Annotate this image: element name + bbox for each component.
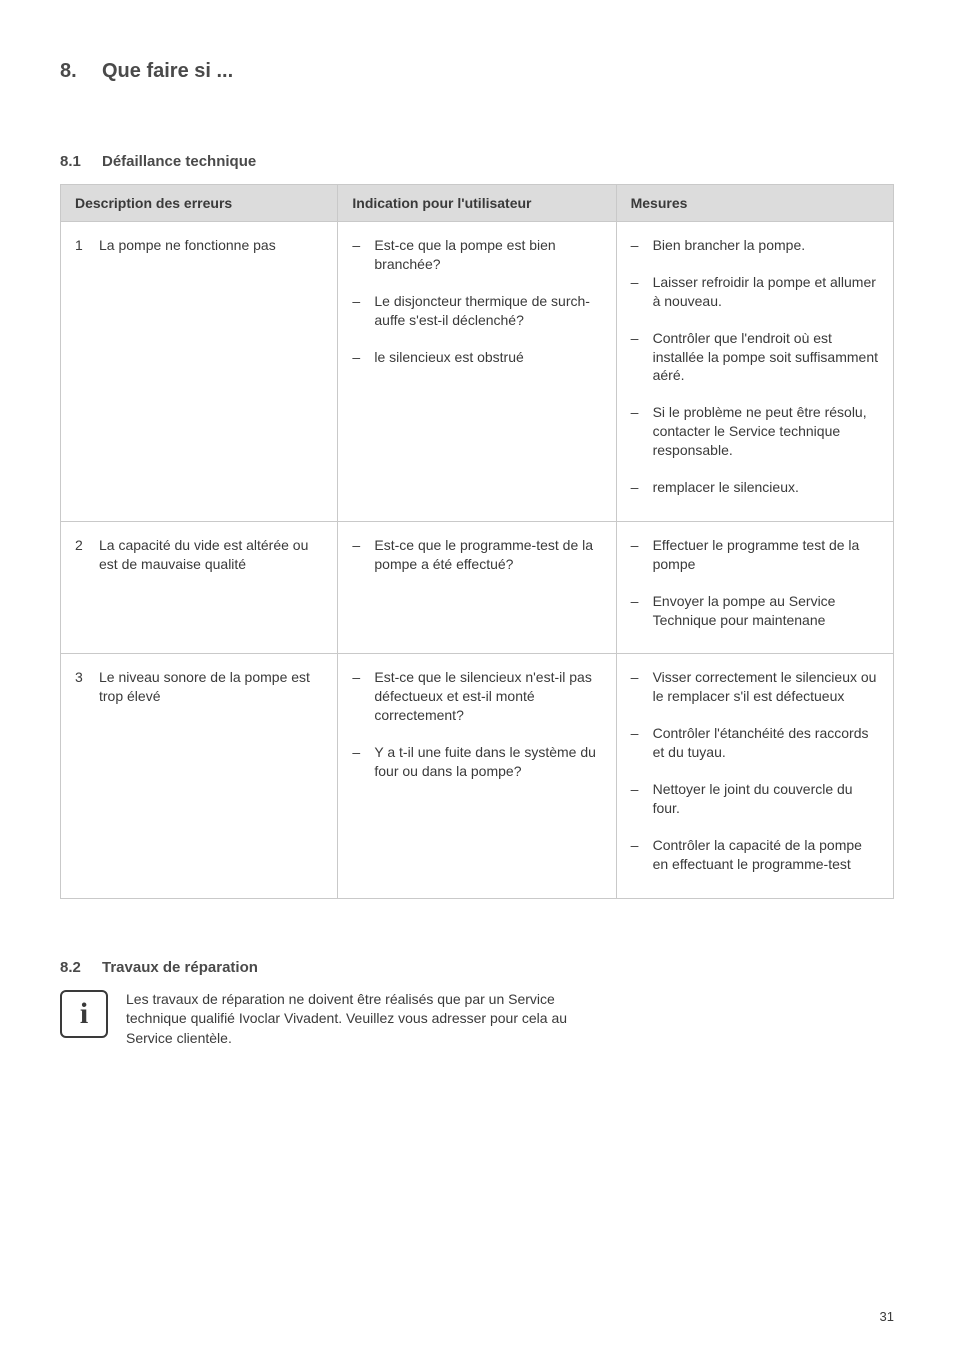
row-index: 3	[75, 668, 89, 706]
page: 8.Que faire si ... 8.1Défaillance techni…	[0, 0, 954, 1354]
bullet-dash: –	[631, 724, 641, 762]
list-item: –Est-ce que la pompe est bien branchée?	[352, 236, 601, 274]
table-cell-indication: –Est-ce que le silencieux n'est-il pas d…	[338, 654, 616, 898]
table-row: 1La pompe ne fonctionne pas–Est-ce que l…	[61, 222, 894, 522]
list-item-text: Contrôler l'étanchéité des raccords et d…	[653, 724, 879, 762]
list-item-text: Visser correctement le silencieux ou le …	[653, 668, 879, 706]
list-item-text: Est-ce que la pompe est bien branchée?	[374, 236, 601, 274]
list-item-text: Envoyer la pompe au Service Technique po…	[653, 592, 879, 630]
list-item-text: Nettoyer le joint du couvercle du four.	[653, 780, 879, 818]
bullet-dash: –	[352, 668, 362, 725]
table-cell-mesures: –Visser correctement le silencieux ou le…	[616, 654, 893, 898]
list-item-text: Est-ce que le silencieux n'est-il pas dé…	[374, 668, 601, 725]
bullet-dash: –	[631, 403, 641, 460]
table-header-indication: Indication pour l'utilisateur	[338, 185, 616, 222]
list-item: –Effectuer le programme test de la pompe	[631, 536, 879, 574]
table-row: 2 La capacité du vide est altérée ou est …	[61, 521, 894, 654]
list-item-text: remplacer le silencieux.	[653, 478, 799, 497]
list-item-text: Le disjoncteur thermique de surch-auffe …	[374, 292, 601, 330]
row-index: 1	[75, 236, 89, 255]
bullet-dash: –	[631, 836, 641, 874]
table-cell-mesures: –Effectuer le programme test de la pompe…	[616, 521, 893, 654]
bullet-dash: –	[631, 668, 641, 706]
list-item: –Visser correctement le silencieux ou le…	[631, 668, 879, 706]
info-icon: i	[60, 990, 108, 1038]
section-number: 8.	[60, 60, 102, 83]
table-cell-indication: –Est-ce que le programme-test de la pomp…	[338, 521, 616, 654]
table-cell-mesures: –Bien brancher la pompe.–Laisser refroid…	[616, 222, 893, 522]
list-item: –Y a t-il une fuite dans le système du f…	[352, 743, 601, 781]
subsection-1-number: 8.1	[60, 153, 102, 170]
subsection-1-title-text: Défaillance technique	[102, 153, 256, 170]
list-item-text: Est-ce que le programme-test de la pompe…	[374, 536, 601, 574]
list-item: –remplacer le silencieux.	[631, 478, 879, 497]
bullet-dash: –	[631, 273, 641, 311]
info-icon-glyph: i	[80, 999, 88, 1029]
subsection-2-heading: 8.2Travaux de réparation	[60, 959, 894, 976]
table-cell-desc: 3 Le niveau sonore de la pompe est trop é…	[61, 654, 338, 898]
list-item: –Contrôler que l'endroit où est installé…	[631, 329, 879, 386]
subsection-1-heading: 8.1Défaillance technique	[60, 153, 894, 170]
list-item: –Nettoyer le joint du couvercle du four.	[631, 780, 879, 818]
table-cell-desc: 2 La capacité du vide est altérée ou est …	[61, 521, 338, 654]
list-item-text: Y a t-il une fuite dans le système du fo…	[374, 743, 601, 781]
section-title-text: Que faire si ...	[102, 60, 233, 82]
table-cell-indication: –Est-ce que la pompe est bien branchée?–…	[338, 222, 616, 522]
list-item-text: Contrôler la capacité de la pompe en eff…	[653, 836, 879, 874]
bullet-dash: –	[352, 348, 362, 367]
list-item-text: Effectuer le programme test de la pompe	[653, 536, 879, 574]
list-item: –Envoyer la pompe au Service Technique p…	[631, 592, 879, 630]
list-item-text: le silencieux est obstrué	[374, 348, 523, 367]
list-item-text: Laisser refroidir la pompe et allumer à …	[653, 273, 879, 311]
list-item: –Contrôler l'étanchéité des raccords et …	[631, 724, 879, 762]
subsection-2-number: 8.2	[60, 959, 102, 976]
list-item: –Est-ce que le programme-test de la pomp…	[352, 536, 601, 574]
list-item: –Contrôler la capacité de la pompe en ef…	[631, 836, 879, 874]
table-header-mesures: Mesures	[616, 185, 893, 222]
list-item: –Bien brancher la pompe.	[631, 236, 879, 255]
bullet-dash: –	[352, 236, 362, 274]
table-cell-desc: 1 La pompe ne fonctionne pas	[61, 222, 338, 522]
bullet-dash: –	[631, 478, 641, 497]
page-number: 31	[880, 1309, 894, 1324]
row-index: 2	[75, 536, 89, 574]
row-desc-text: Le niveau sonore de la pompe est trop él…	[99, 668, 323, 706]
row-desc-text: La pompe ne fonctionne pas	[99, 236, 276, 255]
list-item: –Est-ce que le silencieux n'est-il pas d…	[352, 668, 601, 725]
bullet-dash: –	[352, 536, 362, 574]
bullet-dash: –	[631, 236, 641, 255]
info-text: Les travaux de réparation ne doivent êtr…	[126, 990, 586, 1049]
table-header-desc: Description des erreurs	[61, 185, 338, 222]
info-note: i Les travaux de réparation ne doivent ê…	[60, 990, 894, 1049]
bullet-dash: –	[631, 329, 641, 386]
list-item-text: Contrôler que l'endroit où est installée…	[653, 329, 879, 386]
bullet-dash: –	[631, 780, 641, 818]
list-item: –Le disjoncteur thermique de surch-auffe…	[352, 292, 601, 330]
section-heading: 8.Que faire si ...	[60, 60, 894, 83]
bullet-dash: –	[352, 743, 362, 781]
table-body: 1La pompe ne fonctionne pas–Est-ce que l…	[61, 222, 894, 899]
list-item-text: Bien brancher la pompe.	[653, 236, 806, 255]
bullet-dash: –	[352, 292, 362, 330]
subsection-2-title-text: Travaux de réparation	[102, 959, 258, 976]
row-desc-text: La capacité du vide est altérée ou est d…	[99, 536, 323, 574]
table-header-row: Description des erreurs Indication pour …	[61, 185, 894, 222]
bullet-dash: –	[631, 592, 641, 630]
bullet-dash: –	[631, 536, 641, 574]
troubleshooting-table: Description des erreurs Indication pour …	[60, 184, 894, 899]
list-item: –Laisser refroidir la pompe et allumer à…	[631, 273, 879, 311]
list-item: –le silencieux est obstrué	[352, 348, 601, 367]
list-item-text: Si le problème ne peut être résolu, cont…	[653, 403, 879, 460]
list-item: –Si le problème ne peut être résolu, con…	[631, 403, 879, 460]
table-row: 3 Le niveau sonore de la pompe est trop é…	[61, 654, 894, 898]
